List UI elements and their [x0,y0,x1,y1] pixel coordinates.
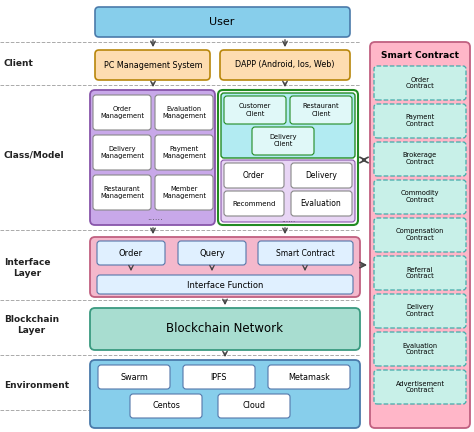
Text: Evaluation
Contract: Evaluation Contract [402,343,438,356]
FancyBboxPatch shape [374,370,466,404]
Text: Query: Query [199,248,225,257]
Text: Restaurant
Management: Restaurant Management [100,186,144,199]
FancyBboxPatch shape [374,66,466,100]
Text: Swarm: Swarm [120,372,148,381]
FancyBboxPatch shape [93,95,151,130]
Text: Restaurant
Client: Restaurant Client [303,104,339,117]
FancyBboxPatch shape [183,365,255,389]
FancyBboxPatch shape [374,256,466,290]
Text: Recommend: Recommend [232,201,276,207]
Text: Brokerage
Contract: Brokerage Contract [403,152,437,165]
Text: User: User [210,17,235,27]
FancyBboxPatch shape [374,332,466,366]
FancyBboxPatch shape [178,241,246,265]
Text: Order: Order [243,172,265,181]
FancyBboxPatch shape [221,160,355,222]
Text: Order
Contract: Order Contract [406,76,434,89]
FancyBboxPatch shape [291,191,352,216]
Text: Delivery: Delivery [305,172,337,181]
FancyBboxPatch shape [268,365,350,389]
FancyBboxPatch shape [224,96,286,124]
FancyBboxPatch shape [374,218,466,252]
FancyBboxPatch shape [155,95,213,130]
FancyBboxPatch shape [374,104,466,138]
Text: Smart Contract: Smart Contract [275,248,334,257]
FancyBboxPatch shape [252,127,314,155]
Text: Interface Function: Interface Function [187,280,263,289]
FancyBboxPatch shape [374,142,466,176]
FancyBboxPatch shape [218,394,290,418]
FancyBboxPatch shape [374,180,466,214]
FancyBboxPatch shape [374,294,466,328]
FancyBboxPatch shape [97,241,165,265]
Text: Evaluation
Management: Evaluation Management [162,106,206,119]
Text: Blockchain Network: Blockchain Network [166,323,283,336]
FancyBboxPatch shape [155,135,213,170]
Text: Interface
Layer: Interface Layer [4,258,51,278]
FancyBboxPatch shape [155,175,213,210]
FancyBboxPatch shape [218,90,358,225]
Text: Payment
Management: Payment Management [162,146,206,159]
FancyBboxPatch shape [224,191,284,216]
Text: Class/Model: Class/Model [4,150,64,159]
Text: Advertisement
Contract: Advertisement Contract [395,381,445,394]
Text: Centos: Centos [152,401,180,410]
FancyBboxPatch shape [220,50,350,80]
Text: Blockchain
Layer: Blockchain Layer [4,315,59,335]
FancyBboxPatch shape [291,163,352,188]
Text: Metamask: Metamask [288,372,330,381]
FancyBboxPatch shape [95,7,350,37]
Text: Evaluation: Evaluation [301,200,341,209]
Text: Payment
Contract: Payment Contract [405,114,435,127]
Text: Smart Contract: Smart Contract [381,51,459,60]
Text: Order: Order [119,248,143,257]
Text: ......: ...... [147,213,163,222]
FancyBboxPatch shape [93,175,151,210]
Text: Cloud: Cloud [243,401,265,410]
FancyBboxPatch shape [130,394,202,418]
Text: DAPP (Android, Ios, Web): DAPP (Android, Ios, Web) [235,60,335,70]
FancyBboxPatch shape [97,275,353,294]
Text: ......: ...... [281,216,295,225]
FancyBboxPatch shape [258,241,353,265]
FancyBboxPatch shape [90,360,360,428]
FancyBboxPatch shape [90,308,360,350]
FancyBboxPatch shape [90,90,215,225]
FancyBboxPatch shape [95,50,210,80]
Text: Commodity
Contract: Commodity Contract [401,191,439,203]
FancyBboxPatch shape [224,163,284,188]
FancyBboxPatch shape [93,135,151,170]
Text: Referral
Contract: Referral Contract [406,267,434,280]
Text: Compensation
Contract: Compensation Contract [396,229,444,241]
Text: Delivery
Contract: Delivery Contract [406,305,434,318]
FancyBboxPatch shape [221,93,355,158]
Text: PC Management System: PC Management System [104,60,202,70]
Text: Environment: Environment [4,381,69,390]
Text: Order
Management: Order Management [100,106,144,119]
Text: Member
Management: Member Management [162,186,206,199]
Text: Customer
Client: Customer Client [239,104,271,117]
Text: Delivery
Management: Delivery Management [100,146,144,159]
FancyBboxPatch shape [370,42,470,428]
FancyBboxPatch shape [98,365,170,389]
Text: Client: Client [4,58,34,67]
FancyBboxPatch shape [290,96,352,124]
Text: Delivery
Client: Delivery Client [269,134,297,147]
Text: IPFS: IPFS [211,372,227,381]
FancyBboxPatch shape [90,237,360,297]
